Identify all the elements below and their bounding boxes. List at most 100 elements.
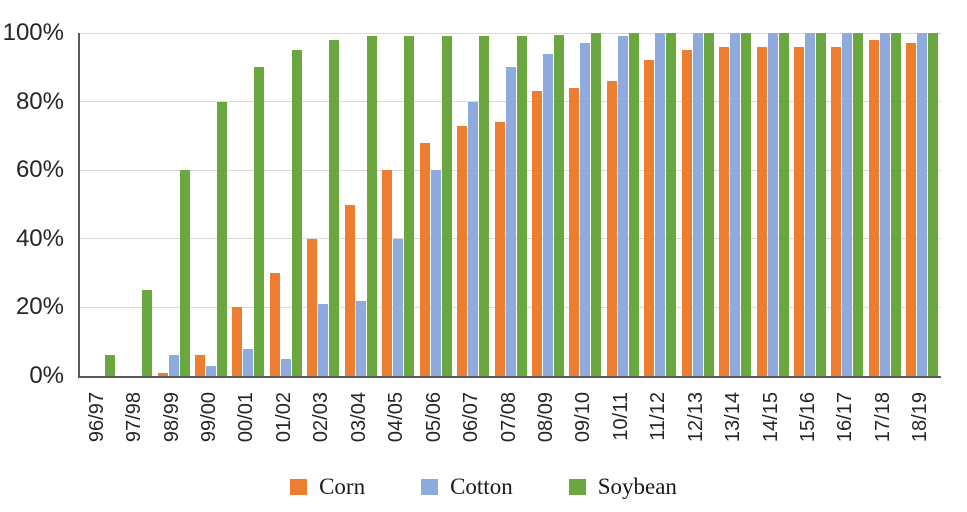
bar-group-13/14	[716, 33, 753, 376]
x-axis-tick-label: 04/05	[385, 392, 408, 443]
x-axis-tick-label: 97/98	[123, 392, 146, 443]
bar-soybean-08/09	[553, 34, 564, 376]
bar-soybean-01/02	[291, 50, 302, 376]
bar-group-09/10	[567, 33, 604, 376]
x-axis-tick-label: 14/15	[759, 392, 782, 443]
bar-corn-17/18	[868, 39, 879, 376]
bar-corn-14/15	[756, 46, 767, 376]
bar-group-03/04	[342, 33, 379, 376]
x-axis-tick-label: 18/19	[909, 392, 932, 443]
bar-corn-11/12	[644, 60, 655, 376]
legend-item-cotton: Cotton	[421, 474, 513, 500]
bar-cotton-06/07	[468, 101, 479, 376]
bar-corn-18/19	[906, 43, 917, 376]
bar-corn-08/09	[531, 91, 542, 376]
bar-cotton-13/14	[730, 33, 741, 376]
bar-soybean-18/19	[928, 33, 939, 376]
bar-group-10/11	[604, 33, 641, 376]
bar-group-17/18	[866, 33, 903, 376]
bar-corn-16/17	[831, 46, 842, 376]
bar-group-15/16	[791, 33, 828, 376]
bar-cotton-18/19	[917, 33, 928, 376]
x-axis-tick-label: 00/01	[235, 392, 258, 443]
legend-swatch-cotton	[421, 479, 439, 495]
bar-cotton-03/04	[355, 300, 366, 376]
bar-cotton-04/05	[393, 238, 404, 376]
bar-corn-04/05	[382, 170, 393, 376]
bar-corn-15/16	[794, 46, 805, 376]
bar-corn-99/00	[195, 355, 206, 376]
bar-group-02/03	[305, 33, 342, 376]
bar-soybean-98/99	[179, 170, 190, 376]
bar-corn-10/11	[606, 81, 617, 376]
bar-cotton-01/02	[280, 358, 291, 376]
bar-group-96/97	[80, 33, 117, 376]
bar-group-00/01	[230, 33, 267, 376]
x-axis-tick-label: 12/13	[684, 392, 707, 443]
bar-group-06/07	[454, 33, 491, 376]
bar-corn-01/02	[269, 273, 280, 376]
bar-cotton-09/10	[580, 43, 591, 376]
x-axis-tick-label: 16/17	[834, 392, 857, 443]
bar-soybean-10/11	[628, 33, 639, 376]
bar-soybean-09/10	[591, 33, 602, 376]
bar-corn-07/08	[494, 122, 505, 376]
legend: Corn Cotton Soybean	[0, 474, 967, 500]
bar-cotton-00/01	[243, 348, 254, 376]
legend-swatch-soybean	[568, 479, 586, 495]
bar-corn-00/01	[232, 307, 243, 376]
bar-group-07/08	[492, 33, 529, 376]
bar-soybean-07/08	[516, 36, 527, 376]
bar-cotton-12/13	[692, 33, 703, 376]
bar-soybean-17/18	[890, 33, 901, 376]
bar-group-01/02	[267, 33, 304, 376]
bar-soybean-14/15	[778, 33, 789, 376]
bar-cotton-10/11	[617, 36, 628, 376]
bar-corn-03/04	[344, 204, 355, 376]
bar-group-04/05	[380, 33, 417, 376]
x-axis-tick-label: 98/99	[160, 392, 183, 443]
bar-soybean-06/07	[479, 36, 490, 376]
bar-soybean-13/14	[741, 33, 752, 376]
legend-item-corn: Corn	[290, 474, 365, 500]
bar-soybean-15/16	[816, 33, 827, 376]
x-axis-tick-label: 96/97	[85, 392, 108, 443]
gridline	[80, 32, 941, 34]
legend-label-soybean: Soybean	[597, 474, 677, 499]
y-axis-tick-label: 20%	[15, 293, 64, 321]
x-axis-tick-label: 09/10	[572, 392, 595, 443]
bar-corn-09/10	[569, 87, 580, 376]
y-axis-tick-label: 40%	[15, 224, 64, 252]
bar-group-12/13	[679, 33, 716, 376]
y-axis-tick-label: 0%	[29, 362, 64, 389]
bar-group-98/99	[155, 33, 192, 376]
bar-cotton-15/16	[805, 33, 816, 376]
bar-cotton-08/09	[542, 53, 553, 376]
bar-soybean-96/97	[104, 355, 115, 376]
bar-soybean-99/00	[217, 101, 228, 376]
legend-label-corn: Corn	[319, 474, 366, 499]
bar-group-16/17	[829, 33, 866, 376]
bar-cotton-98/99	[168, 355, 179, 376]
y-axis-tick-label: 80%	[15, 87, 64, 115]
bar-cotton-14/15	[767, 33, 778, 376]
bar-series-container	[80, 33, 941, 376]
x-axis-tick-label: 06/07	[460, 392, 483, 443]
bar-soybean-03/04	[366, 36, 377, 376]
bar-soybean-04/05	[404, 36, 415, 376]
bar-soybean-11/12	[666, 33, 677, 376]
x-axis-tick-label: 10/11	[609, 392, 632, 441]
x-axis-tick-label: 13/14	[722, 392, 745, 443]
bar-corn-98/99	[157, 372, 168, 376]
bar-soybean-16/17	[853, 33, 864, 376]
bar-corn-06/07	[457, 125, 468, 376]
bar-group-08/09	[529, 33, 566, 376]
bar-group-97/98	[117, 33, 154, 376]
bar-cotton-02/03	[318, 303, 329, 376]
bar-group-14/15	[754, 33, 791, 376]
bar-soybean-05/06	[441, 36, 452, 376]
bar-soybean-12/13	[703, 33, 714, 376]
y-axis-tick-label: 60%	[15, 156, 64, 184]
bar-cotton-16/17	[842, 33, 853, 376]
